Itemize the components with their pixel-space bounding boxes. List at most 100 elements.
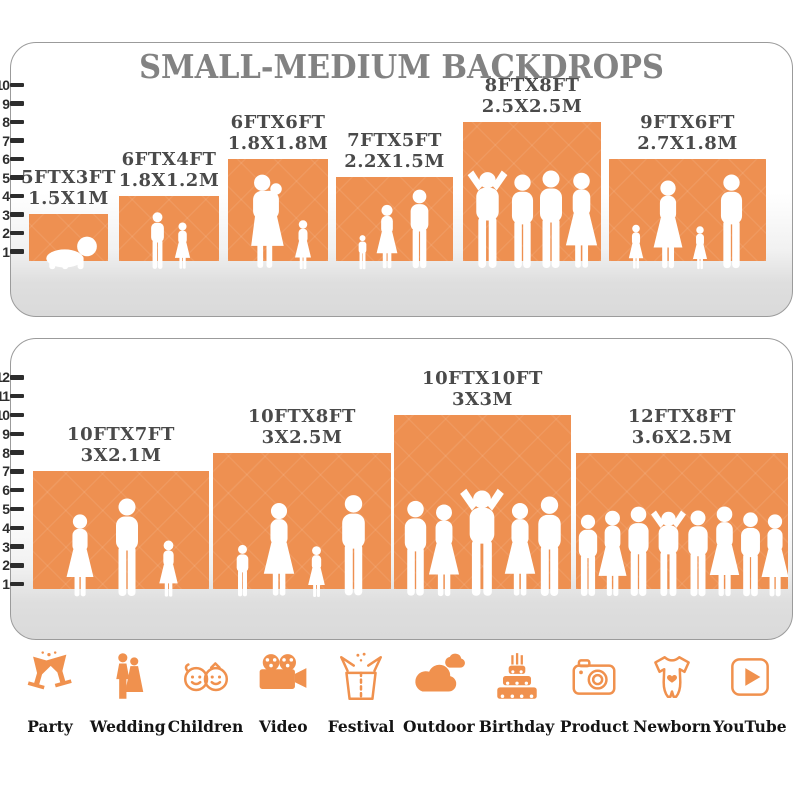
size-ft: 6FTX4FT — [121, 148, 217, 170]
silhouette-man — [341, 495, 365, 596]
ruler-tick-10: 10 — [0, 76, 24, 94]
size-m: 1.5X1M — [28, 187, 109, 209]
ruler-dash — [10, 412, 24, 418]
youtube-icon — [730, 658, 769, 696]
category-product[interactable]: Product — [556, 650, 632, 736]
size-m: 3.6X2.5M — [631, 426, 733, 448]
silhouette-man — [537, 496, 561, 596]
category-label: Children — [167, 717, 244, 736]
category-outdoor[interactable]: Outdoor — [401, 650, 477, 736]
ruler-number: 12 — [0, 369, 10, 386]
ruler-number: 10 — [0, 407, 10, 423]
silhouette-man — [687, 510, 708, 597]
category-video[interactable]: Video — [245, 650, 321, 736]
ruler-dash — [10, 469, 24, 474]
size-m: 2.5X2.5M — [481, 95, 583, 117]
silhouette-boy — [150, 212, 164, 269]
ruler-dash — [10, 563, 24, 568]
category-label: Birthday — [478, 717, 555, 736]
category-label: Video — [258, 717, 308, 736]
silhouette-girl — [158, 540, 178, 597]
bar-label: 12FTX8FT 3.6X2.5M — [628, 406, 736, 448]
silhouette-group — [609, 174, 766, 270]
silhouette-man — [627, 506, 649, 596]
ruler-dash — [10, 175, 24, 180]
ruler-tick-7: 7 — [0, 132, 24, 150]
silhouette-girl — [174, 222, 190, 269]
size-m: 3X3M — [452, 388, 513, 410]
ruler-tick-7: 7 — [0, 462, 24, 480]
size-m: 2.2X1.5M — [344, 150, 445, 172]
video-icon — [259, 654, 307, 689]
size-m: 1.8X1.2M — [118, 169, 220, 191]
category-row: Party Wedding — [12, 650, 788, 736]
category-festival[interactable]: Festival — [323, 650, 399, 736]
bar-6ftx4ft: 6FTX4FT 1.8X1.2M — [119, 149, 219, 269]
bar-10ftx7ft: 10FTX7FT 3X2.1M — [33, 424, 209, 597]
ruler-dash — [10, 82, 24, 88]
ruler-dash — [10, 581, 24, 587]
silhouette-man — [115, 498, 138, 596]
ruler-tick-8: 8 — [0, 444, 24, 462]
silhouette-baby — [45, 236, 97, 270]
ruler-number: 2 — [2, 557, 10, 574]
ruler-number: 4 — [2, 519, 10, 536]
birthday-icon — [496, 653, 537, 699]
category-birthday[interactable]: Birthday — [479, 650, 555, 736]
outdoor-icon — [415, 653, 465, 692]
ruler-number: 5 — [2, 501, 10, 517]
category-party[interactable]: Party — [12, 650, 88, 736]
silhouette-woman — [263, 502, 294, 596]
newborn-icon — [654, 656, 690, 698]
bar-label: 8FTX8FT 2.5X2.5M — [482, 75, 583, 117]
ruler-number: 8 — [2, 444, 10, 461]
ruler-dash — [10, 487, 24, 493]
size-ft: 7FTX5FT — [347, 129, 442, 151]
bar-label: 10FTX7FT 3X2.1M — [67, 424, 175, 466]
ruler-number: 3 — [2, 538, 10, 555]
category-newborn[interactable]: Newborn — [633, 650, 711, 736]
category-wedding[interactable]: Wedding — [90, 650, 166, 736]
category-youtube[interactable]: YouTube — [712, 650, 788, 736]
bar-label: 7FTX5FT 2.2X1.5M — [344, 130, 445, 172]
ruler-number: 9 — [2, 95, 10, 112]
ruler-tick-11: 11 — [0, 387, 24, 405]
page-title: SMALL-MEDIUM BACKDROPS — [139, 47, 664, 86]
silhouette-man — [511, 174, 534, 269]
ruler-dash — [10, 375, 24, 380]
silhouette-man-arms-up — [467, 170, 508, 268]
ruler-dash — [10, 506, 24, 512]
ruler-tick-5: 5 — [0, 169, 24, 187]
ruler-number: 1 — [2, 243, 10, 260]
bar-8ftx8ft: 8FTX8FT 2.5X2.5M — [463, 75, 601, 269]
silhouette-woman — [376, 204, 397, 269]
ruler-number: 4 — [2, 188, 10, 204]
ruler-dash — [10, 450, 24, 455]
silhouette-woman — [504, 502, 535, 596]
category-children[interactable]: Children — [168, 650, 244, 736]
ruler-number: 11 — [0, 388, 10, 405]
ruler-tick-10: 10 — [0, 406, 24, 424]
ruler-dash — [10, 193, 24, 199]
ruler-number: 3 — [2, 206, 10, 223]
category-label: Wedding — [89, 717, 166, 736]
ruler-tick-9: 9 — [0, 425, 24, 443]
silhouette-man — [404, 500, 426, 596]
category-label: Party — [27, 717, 73, 736]
bar-9ftx6ft: 9FTX6FT 2.7X1.8M — [609, 112, 766, 270]
silhouette-group — [463, 168, 601, 270]
silhouette-girl — [692, 226, 707, 270]
bar-label: 5FTX3FT 1.5X1M — [21, 167, 116, 209]
size-ft: 8FTX8FT — [484, 74, 580, 96]
silhouette-man — [540, 170, 562, 268]
bar-5ftx3ft: 5FTX3FT 1.5X1M — [21, 167, 115, 270]
ruler-tick-2: 2 — [0, 556, 24, 574]
ruler-number: 8 — [2, 114, 10, 130]
product-icon — [572, 659, 616, 695]
size-ft: 10FTX8FT — [248, 405, 356, 427]
silhouette-man — [410, 189, 428, 269]
silhouette-girl — [294, 220, 311, 269]
silhouette-woman — [66, 514, 93, 597]
size-ft: 12FTX8FT — [628, 405, 736, 427]
